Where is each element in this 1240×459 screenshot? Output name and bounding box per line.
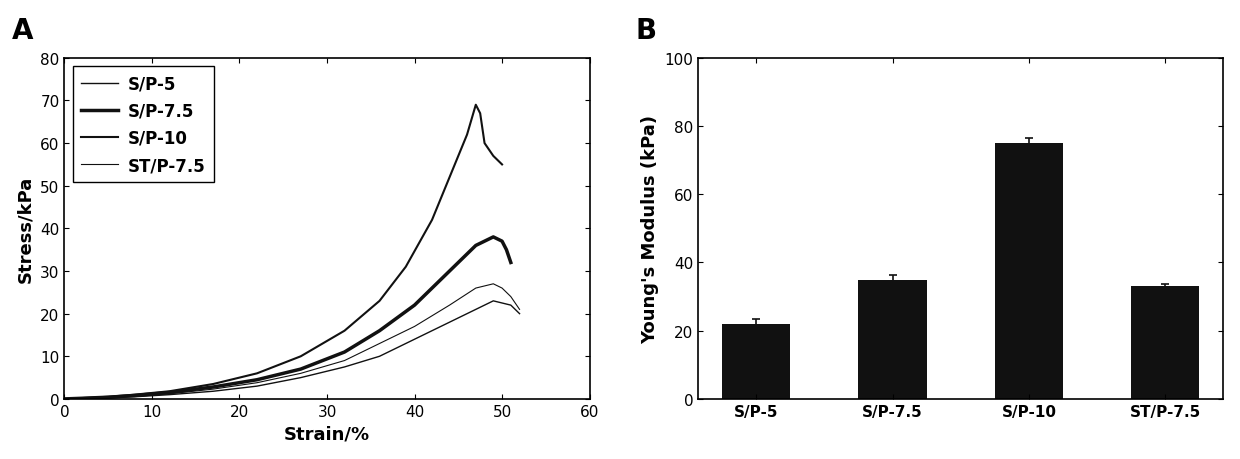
Bar — [994, 144, 1063, 399]
Y-axis label: Stress/kPa: Stress/kPa — [16, 175, 35, 282]
Legend: S/P-5, S/P-7.5, S/P-10, ST/P-7.5: S/P-5, S/P-7.5, S/P-10, ST/P-7.5 — [73, 67, 213, 183]
Y-axis label: Young's Modulus (kPa): Young's Modulus (kPa) — [641, 115, 658, 343]
Text: A: A — [12, 17, 33, 45]
Bar — [722, 324, 790, 399]
Text: B: B — [635, 17, 656, 45]
X-axis label: Strain/%: Strain/% — [284, 425, 370, 442]
Bar — [1131, 287, 1199, 399]
Bar — [858, 280, 926, 399]
